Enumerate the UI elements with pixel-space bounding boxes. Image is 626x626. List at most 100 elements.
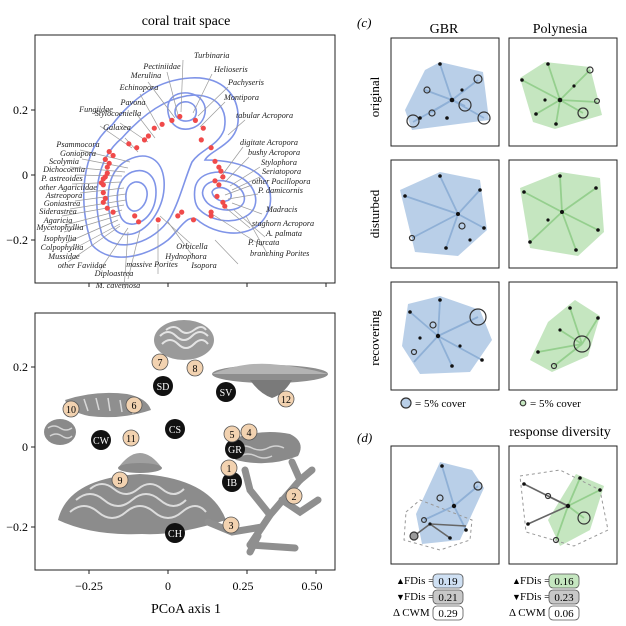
- taxon-point: [110, 152, 116, 159]
- polynesia-down-fdis-box: [548, 589, 580, 605]
- taxon-point: [145, 133, 151, 139]
- panel-b-x-axis: −0.25 0 0.25 0.50 PCoA axis 1: [75, 570, 323, 617]
- svg-text:CW: CW: [93, 436, 110, 447]
- taxon-point: [200, 125, 206, 131]
- taxon-label: Montipora: [223, 93, 259, 102]
- svg-text:GR: GR: [228, 445, 242, 456]
- gbr-disturbed-plot: [390, 159, 500, 269]
- polynesia-up-fdis-value: 0.16: [554, 576, 574, 588]
- x-tick-label: 0.25: [233, 579, 254, 593]
- svg-text:5: 5: [230, 430, 235, 441]
- small-round-coral-picture: [44, 419, 76, 445]
- category-node-ib: IB: [222, 472, 242, 492]
- panel-d-title: response diversity: [509, 425, 610, 440]
- taxon-label: Pavona: [119, 98, 145, 107]
- taxon-point: [216, 182, 222, 188]
- taxon-label: Agaricia: [43, 216, 73, 225]
- stat-label-down-fdis: FDis =: [404, 591, 434, 603]
- taxon-label: P. furcata: [247, 238, 279, 247]
- panel-d-letter: (d): [357, 430, 372, 445]
- taxon-label: other Agariciidae: [39, 183, 97, 192]
- panel-b: 0.2 0 −0.2 −0.25 0 0.25 0.50 PCoA axis 1: [6, 312, 336, 617]
- taxon-point: [220, 174, 226, 180]
- taxon-point: [192, 117, 198, 123]
- taxon-point: [110, 209, 116, 215]
- polynesia-down-fdis-value: 0.23: [554, 592, 574, 604]
- panel-a-title: coral trait space: [142, 14, 231, 29]
- y-tick-label: −0.2: [6, 520, 28, 534]
- taxon-label: Stylophora: [261, 158, 297, 167]
- svg-text:11: 11: [126, 434, 136, 445]
- y-tick-label: 0: [22, 440, 28, 454]
- svg-text:SV: SV: [220, 388, 234, 399]
- polynesia-delta-cwm-value: 0.06: [554, 608, 574, 620]
- polynesia-recovering-plot: [508, 281, 618, 391]
- taxon-point: [104, 205, 110, 211]
- taxon-point: [104, 164, 110, 170]
- morphology-markers: 1 2 3 4 5 6 7 8 9 10 11 12: [62, 353, 303, 534]
- x-tick-label: −0.25: [75, 579, 103, 593]
- taxon-point: [136, 219, 142, 225]
- taxon-point: [216, 164, 222, 170]
- morphology-marker-10: 10: [62, 400, 80, 418]
- taxon-point: [212, 178, 218, 184]
- x-tick-label: 0.50: [302, 579, 323, 593]
- morphology-marker-7: 7: [151, 353, 169, 371]
- legend-symbol-gbr: [400, 397, 412, 409]
- massive-dome-coral-picture: [118, 453, 162, 473]
- taxon-label: Pachyseris: [227, 78, 264, 87]
- panel-a-frame: [34, 34, 336, 284]
- taxon-point: [102, 156, 108, 162]
- up-arrow-icon: ▲: [512, 576, 521, 586]
- panel-a-x-ticks: [88, 283, 327, 287]
- gbr-response-plot: [390, 445, 500, 565]
- stat-label-delta-cwm: Δ CWM =: [393, 607, 439, 619]
- taxon-label: Madracis: [265, 205, 297, 214]
- svg-text:IB: IB: [227, 478, 237, 489]
- stat-label-up-fdis: FDis =: [404, 575, 434, 587]
- category-nodes: SD SV CW CS GR IB: [91, 376, 245, 543]
- category-node-cw: CW: [91, 430, 111, 450]
- taxon-label: Isophyllia: [43, 234, 77, 243]
- panel-c-letter: (c): [357, 15, 371, 30]
- up-arrow-icon: ▲: [396, 576, 405, 586]
- panel-b-frame: [34, 312, 336, 571]
- category-node-sv: SV: [216, 382, 236, 402]
- gbr-up-fdis-value: 0.19: [438, 576, 458, 588]
- svg-text:6: 6: [132, 401, 137, 412]
- taxon-point: [212, 158, 218, 164]
- polynesia-up-fdis-box: [548, 573, 580, 589]
- morphology-marker-11: 11: [122, 429, 140, 447]
- morphology-marker-2: 2: [285, 487, 303, 505]
- taxon-label: Stylocoeniella: [95, 109, 141, 118]
- polynesia-original-plot: [508, 37, 618, 147]
- category-node-ch: CH: [165, 523, 185, 543]
- y-tick-label: 0.2: [13, 360, 28, 374]
- taxon-label: Isopora: [190, 261, 216, 270]
- svg-text:9: 9: [118, 476, 123, 487]
- taxon-label: Mycetophyllia: [36, 223, 84, 232]
- panel-c: (c) GBR Polynesia original disturbed rec…: [357, 15, 618, 410]
- column-header-gbr: GBR: [430, 22, 459, 37]
- taxon-label: Siderastrea: [39, 207, 76, 216]
- taxon-label: Fungiidae: [78, 105, 113, 114]
- taxon-point: [126, 141, 132, 147]
- taxon-label: digitate Acropora: [240, 138, 298, 147]
- category-node-gr: GR: [225, 439, 245, 459]
- y-tick-label: −0.2: [6, 233, 28, 247]
- gbr-delta-cwm-value: 0.29: [438, 608, 458, 620]
- morphology-marker-3: 3: [222, 516, 240, 534]
- taxon-label: Diploastrea: [94, 269, 134, 278]
- taxon-label: Colpophyllia: [41, 243, 84, 252]
- taxon-label: tabular Acropora: [236, 111, 293, 120]
- taxon-label: Scolymia: [49, 157, 79, 166]
- gbr-recovering-plot: [390, 281, 500, 391]
- taxon-point: [100, 199, 106, 205]
- taxon-point: [175, 213, 181, 219]
- polynesia-stats: ▲ FDis = 0.16 ▼ FDis = 0.23 Δ CWM = 0.06: [509, 573, 580, 621]
- svg-text:1: 1: [227, 464, 232, 475]
- taxon-label: Galaxea: [103, 123, 131, 132]
- taxon-label: P. astreoides: [40, 174, 82, 183]
- morphology-marker-5: 5: [223, 425, 241, 443]
